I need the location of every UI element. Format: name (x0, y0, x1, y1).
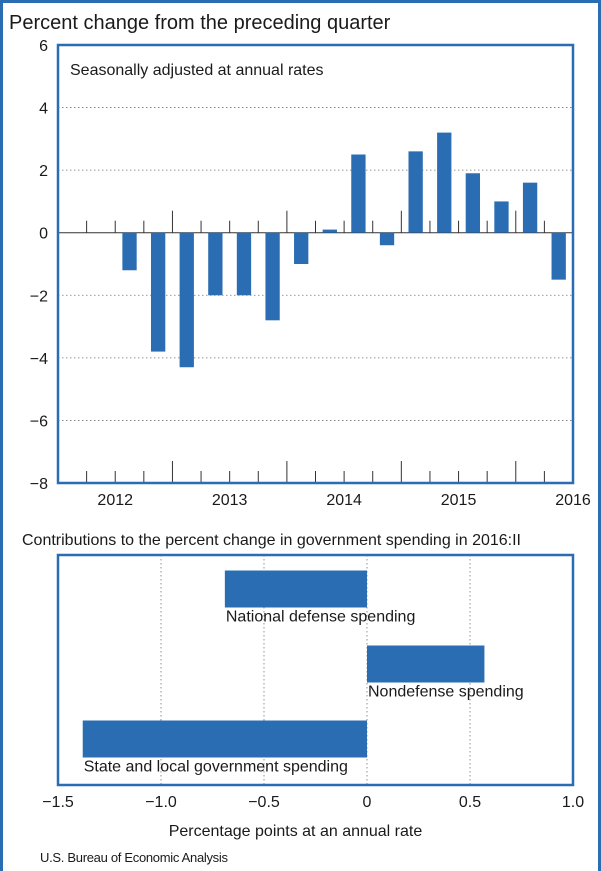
x-year-label: 2014 (326, 492, 362, 509)
bar (522, 182, 538, 233)
bar (465, 173, 481, 233)
y-tick-label: −4 (30, 351, 48, 368)
x-year-label: 2016 (555, 492, 591, 509)
bar-label: National defense spending (226, 609, 415, 626)
bar (437, 132, 452, 233)
x-tick-label: −1.0 (145, 794, 177, 811)
bar (208, 232, 223, 296)
x-axis-label: Percentage points at an annual rate (169, 823, 423, 840)
bar (122, 232, 137, 271)
bar (265, 232, 280, 321)
right-border (598, 0, 601, 871)
bar (236, 232, 252, 296)
bar (322, 229, 337, 233)
x-tick-label: −1.5 (42, 794, 74, 811)
y-tick-label: −2 (30, 288, 48, 305)
plot-frame (56, 553, 575, 787)
y-tick-label: 4 (39, 101, 48, 118)
bar (494, 201, 509, 233)
bottom-chart-title: Contributions to the percent change in g… (22, 532, 521, 549)
x-year-label: 2015 (441, 492, 477, 509)
bar (294, 232, 309, 264)
top-bar-chart: 6 4 2 0 −2 −4 −6 −8 2012 2013 2014 2015 2016 Seasonal… (30, 38, 591, 509)
annotation: Seasonally adjusted at annual rates (70, 62, 324, 79)
x-tick-label: 0 (363, 794, 372, 811)
bar (150, 232, 166, 352)
bar (82, 720, 367, 758)
bar-label: State and local government spending (84, 759, 348, 776)
source-note: U.S. Bureau of Economic Analysis (40, 850, 228, 865)
y-tick-label: 2 (39, 163, 48, 180)
x-tick-label: 0.5 (459, 794, 481, 811)
bar (367, 645, 485, 683)
y-tick-label: −8 (30, 476, 48, 493)
plot-frame (56, 43, 575, 485)
y-tick-label: −6 (30, 413, 48, 430)
top-accent-bar (0, 0, 601, 3)
bar (408, 151, 423, 233)
header-title: Percent change from the preceding quarte… (9, 12, 391, 34)
bar (179, 232, 194, 368)
bar (379, 232, 395, 246)
bottom-bar-chart: −1.5 −1.0 −0.5 0 0.5 1.0 National defense spen… (42, 553, 584, 840)
y-tick-label: 6 (39, 38, 48, 55)
bar (224, 570, 367, 608)
x-tick-label: −0.5 (248, 794, 280, 811)
x-year-label: 2012 (97, 492, 133, 509)
x-year-label: 2013 (212, 492, 248, 509)
bar-label: Nondefense spending (368, 684, 524, 701)
x-tick-label: 1.0 (562, 794, 584, 811)
bar (351, 154, 366, 233)
bar (551, 232, 566, 280)
y-tick-label: 0 (39, 226, 48, 243)
left-border (0, 0, 3, 871)
